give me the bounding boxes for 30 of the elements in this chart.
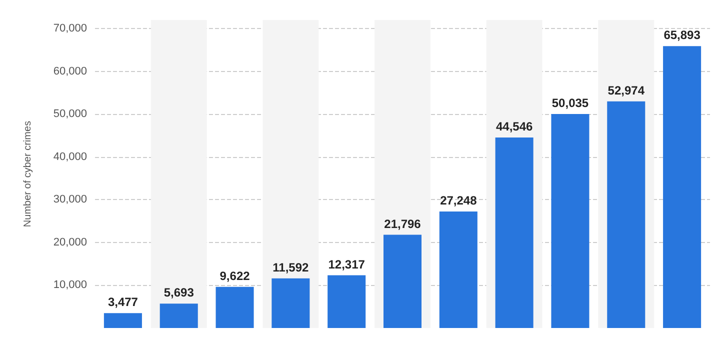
- bar: [383, 234, 422, 328]
- data-label: 52,974: [608, 83, 645, 98]
- data-label: 9,622: [220, 268, 250, 283]
- y-tick-label: 20,000: [53, 236, 87, 248]
- y-tick-label: 70,000: [53, 22, 87, 35]
- y-tick-label: 50,000: [53, 108, 87, 120]
- data-label: 3,477: [108, 295, 138, 310]
- data-label: 27,248: [440, 193, 478, 208]
- bar: [607, 101, 646, 328]
- bar: [551, 114, 590, 328]
- bar: [216, 286, 254, 328]
- data-label: 65,893: [664, 28, 701, 42]
- bar: [328, 275, 366, 328]
- y-axis-title: Number of cyber crimes: [22, 120, 34, 228]
- data-label: 11,592: [272, 260, 310, 274]
- data-label: 21,796: [384, 216, 422, 231]
- bar: [104, 313, 142, 328]
- bar: [272, 278, 310, 328]
- data-label: 5,693: [164, 286, 194, 300]
- bar: [439, 211, 478, 328]
- y-tick-label: 60,000: [53, 65, 87, 78]
- data-label: 12,317: [328, 257, 366, 272]
- y-tick-label: 10,000: [53, 279, 87, 292]
- y-tick-label: 30,000: [53, 194, 87, 206]
- bar: [160, 304, 198, 328]
- bar: [495, 137, 534, 328]
- y-tick-label: 40,000: [53, 150, 87, 163]
- data-label: 50,035: [552, 96, 589, 110]
- data-label: 44,546: [496, 119, 533, 134]
- bar: [663, 46, 702, 328]
